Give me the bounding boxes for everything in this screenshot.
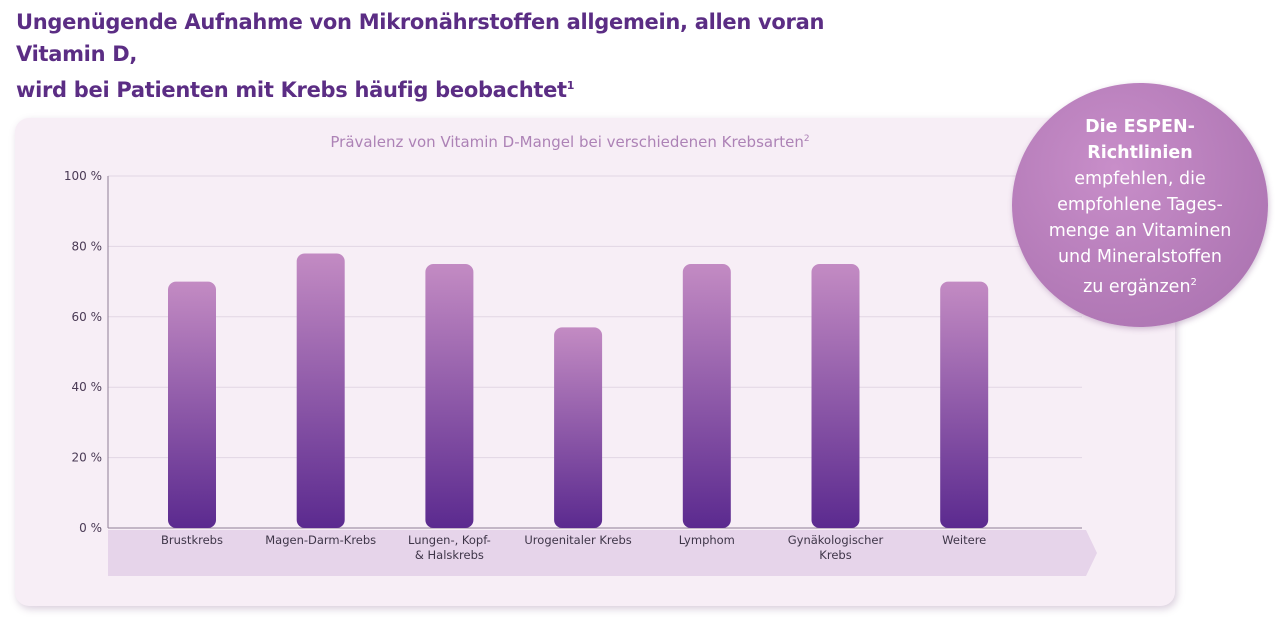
bar [425,264,474,528]
bar [296,253,345,528]
y-axis: 0 % 20 % 40 % 60 % 80 % 100 % [64,169,109,535]
espen-callout: Die ESPEN- Richtlinien empfehlen, die em… [1012,83,1268,327]
y-tick-label: 0 % [79,521,102,535]
x-tick-label: Krebs [819,548,851,562]
chart-title-text: Prävalenz von Vitamin D-Mangel bei versc… [330,133,804,151]
x-tick-label: Weitere [942,533,986,547]
headline-line-2: wird bei Patienten mit Krebs häufig beob… [16,70,916,106]
x-axis-labels: Brustkrebs Magen-Darm-Krebs Lungen-, Kopf-… [161,533,986,562]
callout-line-2: empfohlene Tages- [1057,195,1223,216]
x-tick-label: Magen-Darm-Krebs [265,533,376,547]
bar [811,264,860,528]
y-tick-label: 40 % [72,380,103,394]
x-tick-label: Brustkrebs [161,533,223,547]
x-tick-label: Gynäkologischer [788,533,884,547]
bar [682,264,731,528]
bar [940,281,989,528]
chart-title-footnote: 2 [803,134,810,144]
callout-bold-line-2: Richtlinien [1087,143,1193,164]
y-tick-label: 60 % [72,310,103,324]
x-tick-label: Lungen-, Kopf- [408,533,491,547]
x-tick-label: Lymphom [679,533,735,547]
headline-line-1: Ungenügende Aufnahme von Mikronährstoffe… [16,10,825,66]
category-band [108,530,1097,576]
y-tick-label: 100 % [64,169,102,183]
y-tick-label: 80 % [72,239,103,253]
headline-footnote: 1 [566,79,575,92]
callout-bold-line-1: Die ESPEN- [1085,117,1195,138]
bar [554,327,603,528]
bars [168,253,989,528]
page-headline: Ungenügende Aufnahme von Mikronährstoffe… [16,6,916,106]
callout-line-5: zu ergänzen2 [1083,270,1197,300]
callout-line-5-text: zu ergänzen [1083,276,1191,297]
callout-line-4: und Mineralstoffen [1057,247,1223,268]
x-tick-label: Urogenitaler Krebs [524,533,631,547]
headline-line-2-text: wird bei Patienten mit Krebs häufig beob… [16,78,567,102]
callout-footnote: 2 [1190,277,1197,289]
callout-line-3: menge an Vitaminen [1048,221,1232,242]
bar [168,281,216,528]
y-tick-label: 20 % [72,451,103,465]
chart-title: Prävalenz von Vitamin D-Mangel bei versc… [280,133,860,151]
callout-line-1: empfehlen, die [1074,169,1206,190]
x-tick-label: & Halskrebs [415,548,484,562]
